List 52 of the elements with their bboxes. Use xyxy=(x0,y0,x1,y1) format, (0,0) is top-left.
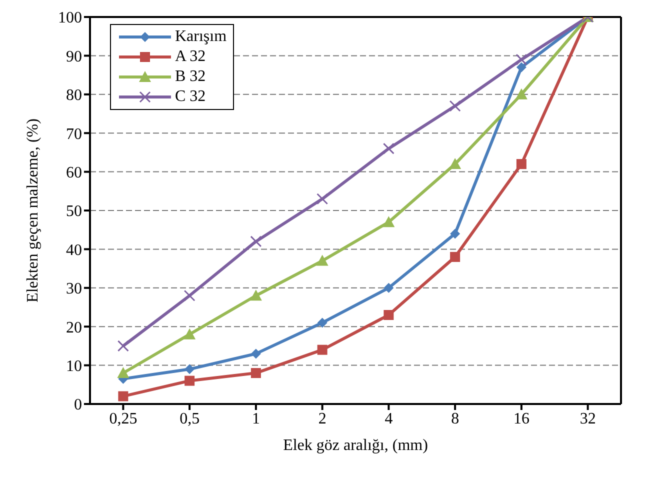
y-tick-label: 0 xyxy=(74,396,82,414)
point xyxy=(184,376,195,386)
point xyxy=(250,290,262,301)
x-tick-label: 0,25 xyxy=(109,410,138,428)
point xyxy=(250,236,262,248)
point xyxy=(449,100,461,112)
point xyxy=(384,310,394,320)
x-tick-label: 1 xyxy=(252,410,260,428)
point xyxy=(382,216,395,228)
point xyxy=(184,328,196,340)
x-axis-title: Elek göz aralığı, (mm) xyxy=(283,437,428,454)
legend-label: A 32 xyxy=(175,47,206,67)
x-tick-label: 8 xyxy=(451,410,460,428)
point xyxy=(450,252,460,262)
point xyxy=(317,318,328,328)
y-tick-label: 30 xyxy=(66,280,82,298)
point xyxy=(118,391,128,402)
y-tick-label: 100 xyxy=(58,10,82,27)
y-tick-label: 60 xyxy=(66,164,82,182)
point xyxy=(250,368,261,378)
point xyxy=(316,254,328,266)
x-tick-label: 0,5 xyxy=(180,410,200,428)
y-tick-label: 90 xyxy=(66,48,82,66)
y-tick-label: 80 xyxy=(66,87,82,104)
point xyxy=(449,158,462,170)
y-tick-label: 50 xyxy=(66,203,82,220)
point xyxy=(317,344,328,355)
point xyxy=(450,228,460,239)
point xyxy=(515,88,528,100)
x-tick-label: 32 xyxy=(580,410,596,428)
y-tick-label: 10 xyxy=(66,358,82,375)
legend-label: Karışım xyxy=(175,27,227,47)
point xyxy=(117,340,129,352)
x-tick-label: 4 xyxy=(384,410,393,428)
point xyxy=(184,290,196,302)
point xyxy=(384,282,394,293)
legend-label: B 32 xyxy=(175,67,206,87)
point xyxy=(117,367,130,378)
x-tick-label: 16 xyxy=(513,410,530,428)
y-tick-label: 70 xyxy=(66,126,82,143)
point xyxy=(382,142,394,154)
point xyxy=(250,348,261,359)
x-tick-label: 2 xyxy=(318,410,326,428)
point xyxy=(516,159,526,170)
y-axis-title: Elekten geçen malzeme, (%) xyxy=(24,118,42,302)
point xyxy=(184,364,195,374)
y-tick-label: 20 xyxy=(66,319,82,336)
y-tick-label: 40 xyxy=(66,242,82,259)
point xyxy=(516,62,526,72)
point xyxy=(516,54,528,66)
point xyxy=(316,193,328,205)
legend-label: C 32 xyxy=(175,87,206,107)
